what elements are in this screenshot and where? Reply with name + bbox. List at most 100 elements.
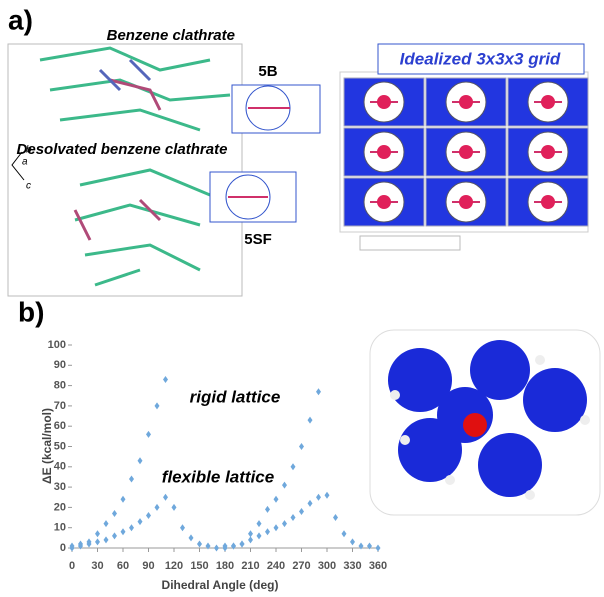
cell-ball [541,195,555,209]
point [290,463,296,471]
x-tick-label: 210 [241,560,259,572]
space-filling-model [369,329,601,516]
panel-label: b) [18,296,44,327]
point [205,542,211,550]
panel-label: a) [8,4,33,35]
x-tick-label: 270 [292,560,310,572]
point [256,532,262,540]
point [103,520,109,528]
point [129,524,134,532]
point [358,542,364,550]
point [290,514,296,522]
x-tick-label: 330 [343,560,361,572]
point [180,524,185,532]
point [214,544,219,552]
point [265,528,270,536]
point [367,542,372,550]
axis-glyph [11,151,25,181]
structure-title: Desolvated benzene clathrate [17,141,228,158]
cell-ball [377,145,391,159]
compound-label: 5SF [244,231,272,248]
point [333,514,338,522]
point [188,534,194,542]
point [231,542,236,550]
point [120,495,126,503]
point [324,491,330,499]
y-tick-label: 100 [48,339,66,351]
point [316,493,321,501]
x-tick-label: 180 [216,560,234,572]
x-tick-label: 360 [369,560,387,572]
point [239,540,245,548]
point [154,503,160,511]
point [341,530,347,538]
y-tick-label: 30 [54,481,66,493]
x-axis-title: Dihedral Angle (deg) [162,578,279,592]
x-tick-label: 30 [91,560,103,572]
point [316,388,321,396]
cell-ball [377,195,391,209]
cell-ball [459,95,473,109]
point [282,520,287,528]
point [265,505,270,513]
point [163,376,168,384]
cell-ball [541,145,555,159]
y-tick-label: 60 [54,420,66,432]
point [69,544,75,552]
y-tick-label: 50 [54,440,66,452]
point [171,503,177,511]
point [282,481,287,489]
point [307,416,313,424]
y-tick-label: 10 [54,522,66,534]
y-tick-label: 80 [54,380,66,392]
point [146,512,151,520]
structure-title: Benzene clathrate [107,27,235,44]
point [273,524,279,532]
y-tick-label: 20 [54,501,66,513]
point [146,430,151,438]
grid-title: Idealized 3x3x3 grid [400,49,561,68]
point [375,544,381,552]
cell-ball [459,145,473,159]
cell-ball [541,95,555,109]
cell-ball [459,195,473,209]
point [197,540,202,548]
x-tick-label: 240 [267,560,285,572]
x-tick-label: 150 [190,560,208,572]
point [103,536,109,544]
point [248,530,253,538]
point [256,520,262,528]
axis-label: a [22,157,28,168]
y-tick-label: 40 [54,461,66,473]
compound-label: 5B [258,63,277,80]
y-tick-label: 90 [54,359,66,371]
point [86,540,92,548]
chart: 0 10 20 30 40 50 60 70 80 90 100 0 30 60 90 120 150 180 21… [48,339,388,572]
point [350,538,355,546]
point [78,542,83,550]
point [299,507,304,515]
cell-ball [377,95,391,109]
x-tick-label: 120 [165,560,183,572]
unit-ring [225,174,271,220]
point [137,457,143,465]
point [112,509,117,517]
y-tick-label: 0 [60,542,66,554]
x-tick-label: 60 [117,560,129,572]
point [112,532,117,540]
x-tick-label: 90 [142,560,154,572]
point [248,536,253,544]
x-tick-label: 300 [318,560,336,572]
series-label: flexible lattice [162,467,274,486]
point [307,499,313,507]
idealized-grid [339,43,589,251]
point [95,538,100,546]
point [163,493,168,501]
point [95,530,100,538]
x-tick-label: 0 [69,560,75,572]
point [299,443,304,450]
y-tick-label: 70 [54,400,66,412]
axis-label: c [26,181,31,192]
point [120,528,126,536]
